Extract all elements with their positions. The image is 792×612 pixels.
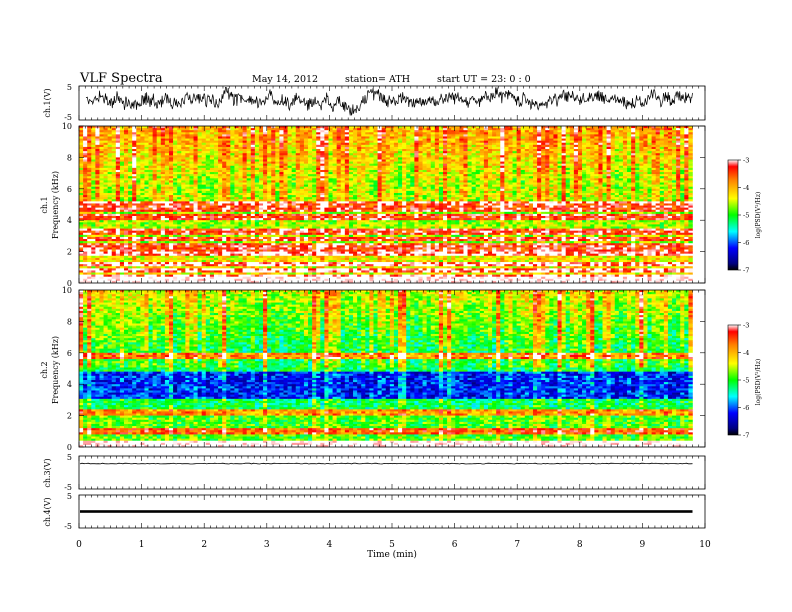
ch3-waveform-panel: 5 -5 ch.3(V) [43,453,706,492]
ch2-spectrogram-image [79,290,693,448]
colorbar-tick-label: -3 [743,322,749,330]
time-axis-label: Time (min) [367,549,417,560]
colorbar-tick-label: -4 [743,349,749,357]
ch1-ytick-bottom: -5 [64,113,72,122]
ch1-colorbar [727,159,739,271]
ch3-waveform-ylabel: ch.3(V) [43,458,52,487]
time-tick-label: 3 [264,540,270,550]
figure-title: VLF Spectra [80,71,163,86]
ch2-spectrogram-ylabel: ch.2 [40,361,49,378]
frequency-tick-label: 2 [67,248,72,257]
time-tick-label: 0 [76,540,82,550]
ch4-waveform-band [80,510,693,513]
frequency-tick-label: 10 [62,122,72,131]
ch2-colorbar [727,324,739,436]
frequency-tick-label: 8 [67,317,72,326]
time-tick-label: 7 [514,540,520,550]
frequency-tick-label: 6 [67,185,72,194]
time-tick-label: 8 [577,540,583,550]
frequency-tick-label: 4 [67,216,72,225]
colorbar-tick-label: -5 [743,212,749,220]
ch1-spectrogram-ylabel: ch.1 [40,196,49,213]
colorbar-tick-label: -6 [743,239,749,247]
frequency-tick-label: 8 [67,153,72,162]
time-tick-label: 5 [389,540,395,550]
ch4-waveform-panel: 5 -5 ch.4(V) [43,492,706,531]
start-time-label: start UT = 23: 0 : 0 [437,74,531,85]
frequency-tick-label: 0 [67,279,72,288]
colorbar-tick-label: -6 [743,404,749,412]
ch3-ytick-top: 5 [67,453,72,462]
ch3-ytick-bottom: -5 [64,483,72,492]
ch3-waveform-line [79,462,693,465]
ch1-waveform-ylabel: ch.1(V) [43,88,52,117]
colorbar-tick-label: -3 [743,157,749,165]
colorbar-tick-label: -7 [743,432,749,440]
frequency-tick-label: 6 [67,349,72,358]
ch1-spectrogram-xticks [78,126,706,283]
ch1-xticks [78,86,706,120]
ch1-waveform-panel: 5 -5 ch.1(V) [43,83,706,122]
ch1-waveform-line [85,87,693,116]
time-tick-label: 4 [327,540,333,550]
ch2-colorbar-label: log(PSD(V²/Hz) [755,359,762,406]
time-tick-label: 2 [201,540,207,550]
ch4-xticks [78,495,706,528]
ch1-spectrogram-yticks: 0 2 4 6 8 10 [62,122,705,288]
colorbar-tick-label: -5 [743,377,749,385]
ch2-frequency-label: Frequency (kHz) [51,336,60,404]
ch3-xticks [78,456,706,489]
ch1-waveform-frame [78,85,706,121]
station-label: station= ATH [345,74,410,85]
frequency-tick-label: 0 [67,443,72,452]
ch4-ytick-bottom: -5 [64,522,72,531]
ch1-spectrogram-image [79,126,693,284]
ch2-spectrogram-yticks: 0 2 4 6 8 10 [62,286,705,452]
colorbar-tick-label: -7 [743,267,749,275]
ch1-colorbar-ticks: -3 -4 -5 -6 -7 [738,157,749,275]
frequency-tick-label: 2 [67,412,72,421]
ch2-colorbar-ticks: -3 -4 -5 -6 -7 [738,322,749,440]
frequency-tick-label: 10 [62,286,72,295]
colorbar-tick-label: -4 [743,184,749,192]
ch1-frequency-label: Frequency (kHz) [51,171,60,239]
time-tick-label: 6 [452,540,458,550]
ch1-ytick-top: 5 [67,83,72,92]
ch4-waveform-ylabel: ch.4(V) [43,497,52,526]
time-tick-label: 1 [139,540,145,550]
time-tick-label: 9 [640,540,646,550]
date-label: May 14, 2012 [252,74,318,85]
ch4-ytick-top: 5 [67,492,72,501]
ch2-spectrogram-xticks [78,290,706,447]
frequency-tick-label: 4 [67,380,72,389]
ch1-colorbar-label: log(PSD(V²/Hz) [755,192,762,239]
time-tick-label: 10 [699,540,711,550]
time-axis-tick-labels: 0 1 2 3 4 5 6 7 8 9 10 [76,540,711,550]
